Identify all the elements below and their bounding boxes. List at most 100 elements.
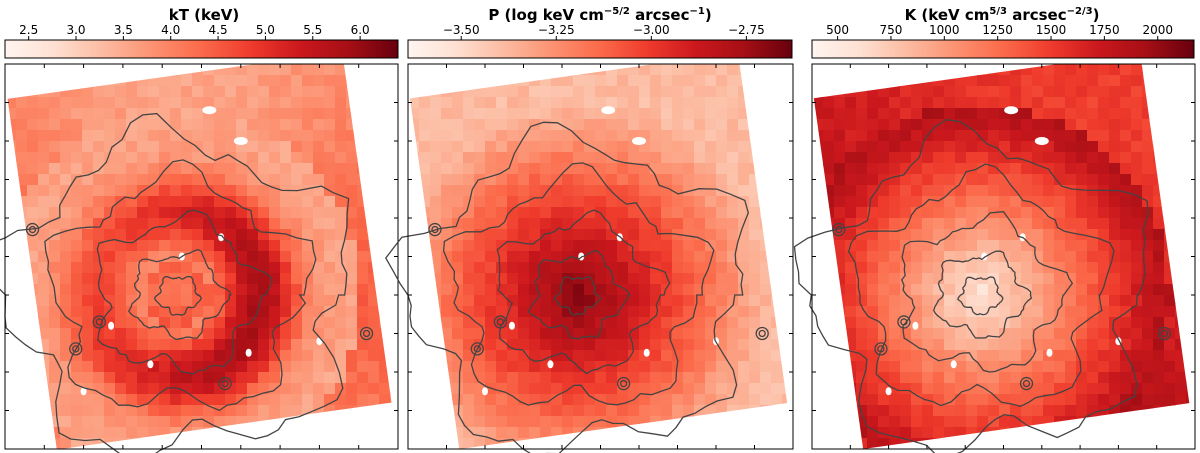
map-cell <box>760 372 772 384</box>
map-cell <box>988 295 1000 307</box>
map-cell <box>82 240 94 252</box>
map-cell <box>900 262 912 274</box>
map-cell <box>933 240 945 252</box>
map-cell <box>1186 152 1190 164</box>
map-cell <box>1175 339 1187 351</box>
map-cell <box>192 229 204 241</box>
map-cell <box>441 273 453 285</box>
map-cell <box>749 262 761 274</box>
map-cell <box>529 361 541 373</box>
map-cell <box>911 64 923 76</box>
map-cell <box>181 141 193 153</box>
map-cell <box>269 405 281 417</box>
map-cell <box>368 383 380 395</box>
map-cell <box>782 394 788 406</box>
map-cell <box>889 196 901 208</box>
map-cell <box>694 394 706 406</box>
map-cell <box>82 262 94 274</box>
map-cell <box>496 284 508 296</box>
map-cell <box>716 273 728 285</box>
map-cell <box>1087 273 1099 285</box>
map-cell <box>1109 394 1121 406</box>
map-cell <box>738 130 750 142</box>
map-cell <box>977 86 989 98</box>
map-cell <box>562 339 574 351</box>
map-cell <box>280 383 292 395</box>
map-cell <box>1010 306 1022 318</box>
map-cell <box>280 207 292 219</box>
map-cell <box>716 229 728 241</box>
map-cell <box>529 229 541 241</box>
map-cell <box>878 119 890 131</box>
map-cell <box>60 361 72 373</box>
map-cell <box>1164 86 1176 98</box>
map-cell <box>738 141 750 153</box>
map-cell <box>1010 317 1022 329</box>
map-cell <box>269 273 281 285</box>
map-cell <box>867 427 879 439</box>
map-cell <box>1131 438 1143 450</box>
map-cell <box>148 416 160 428</box>
map-cell <box>584 284 596 296</box>
map-cell <box>518 119 530 131</box>
map-cell <box>878 97 890 109</box>
map-cell <box>955 207 967 219</box>
map-cell <box>368 306 380 318</box>
map-cell <box>82 427 94 439</box>
map-cell <box>203 218 215 230</box>
map-cell <box>944 86 956 98</box>
map-cell <box>302 328 314 340</box>
map-cell <box>1065 229 1077 241</box>
map-cell <box>115 416 127 428</box>
map-cell <box>595 383 607 395</box>
map-cell <box>782 207 788 219</box>
map-cell <box>911 262 923 274</box>
map-cell <box>823 64 835 76</box>
map-cell <box>1043 141 1055 153</box>
map-cell <box>1098 108 1110 120</box>
map-cell <box>977 64 989 76</box>
map-cell <box>7 306 17 318</box>
map-cell <box>922 273 934 285</box>
map-cell <box>247 185 259 197</box>
map-cell <box>584 328 596 340</box>
map-cell <box>529 207 541 219</box>
map-cell <box>694 163 706 175</box>
map-cell <box>562 394 574 406</box>
map-cell <box>738 416 750 428</box>
map-cell <box>291 130 303 142</box>
map-cell <box>584 108 596 120</box>
map-cell <box>485 108 497 120</box>
map-cell <box>1010 427 1022 439</box>
map-cell <box>683 229 695 241</box>
map-cell <box>203 394 215 406</box>
map-cell <box>705 416 717 428</box>
map-cell <box>181 416 193 428</box>
map-cell <box>823 86 835 98</box>
map-cell <box>27 64 39 76</box>
map-cell <box>1010 196 1022 208</box>
map-cell <box>944 130 956 142</box>
map-cell <box>60 350 72 362</box>
map-cell <box>867 306 879 318</box>
map-cell <box>573 185 585 197</box>
map-cell <box>933 361 945 373</box>
map-cell <box>738 185 750 197</box>
map-cell <box>1054 262 1066 274</box>
map-cell <box>1076 251 1088 263</box>
map-cell <box>7 273 17 285</box>
map-cell <box>1142 141 1154 153</box>
map-cell <box>60 405 72 417</box>
map-cell <box>126 295 138 307</box>
map-cell <box>280 141 292 153</box>
map-cell <box>357 383 369 395</box>
map-cell <box>474 295 486 307</box>
map-cell <box>573 130 585 142</box>
map-cell <box>1142 108 1154 120</box>
map-cell <box>1120 328 1132 340</box>
map-cell <box>900 119 912 131</box>
map-cell <box>1043 284 1055 296</box>
map-cell <box>999 119 1011 131</box>
map-cell <box>955 218 967 230</box>
map-cell <box>148 427 160 439</box>
